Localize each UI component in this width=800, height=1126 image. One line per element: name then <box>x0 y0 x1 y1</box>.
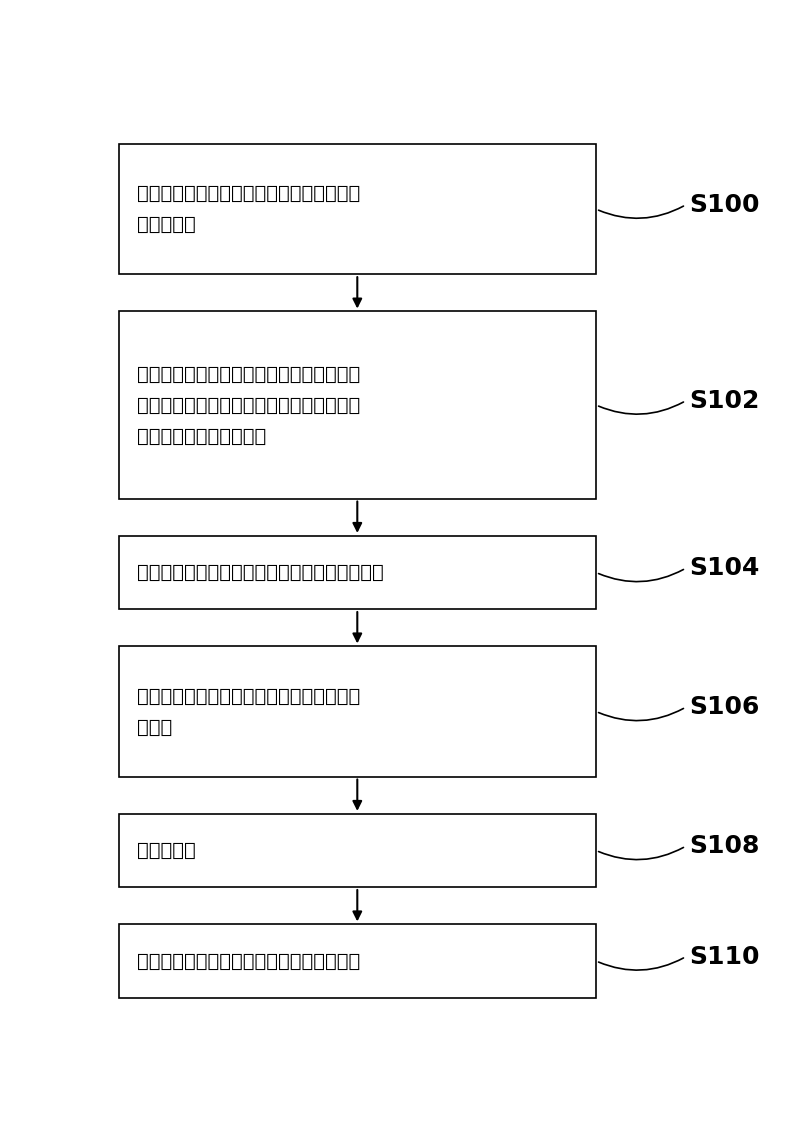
Bar <box>118 646 596 777</box>
Text: 移除阻挡层: 移除阻挡层 <box>138 841 196 860</box>
Bar <box>118 924 596 998</box>
Text: 在基底上形成第一材料层，第一材料层填满
部分沟渠且覆盖沟渠侧壁，而在位于沟渠中
的第一材料层中形成开口: 在基底上形成第一材料层，第一材料层填满 部分沟渠且覆盖沟渠侧壁，而在位于沟渠中 … <box>138 365 361 446</box>
Text: 在第一材料层上形成填满沟渠的第二材料层: 在第一材料层上形成填满沟渠的第二材料层 <box>138 951 361 971</box>
Text: S108: S108 <box>689 834 759 858</box>
Text: S102: S102 <box>689 388 759 413</box>
Bar <box>118 144 596 275</box>
Text: S106: S106 <box>689 695 759 720</box>
Bar <box>118 814 596 887</box>
Text: S100: S100 <box>689 193 759 217</box>
Text: 以阻挡层为罩幕，移除覆盖沟渠侧壁的第一
材料层: 以阻挡层为罩幕，移除覆盖沟渠侧壁的第一 材料层 <box>138 687 361 736</box>
Text: S110: S110 <box>689 945 759 968</box>
Bar <box>118 311 596 499</box>
Bar <box>118 536 596 609</box>
Text: S104: S104 <box>689 556 759 580</box>
Text: 提供基底，基底上具有图案层，且在图案层
中具有沟渠: 提供基底，基底上具有图案层，且在图案层 中具有沟渠 <box>138 184 361 234</box>
Text: 在位于沟渠开口底部的第一材料层上形成阻挡层: 在位于沟渠开口底部的第一材料层上形成阻挡层 <box>138 563 384 582</box>
